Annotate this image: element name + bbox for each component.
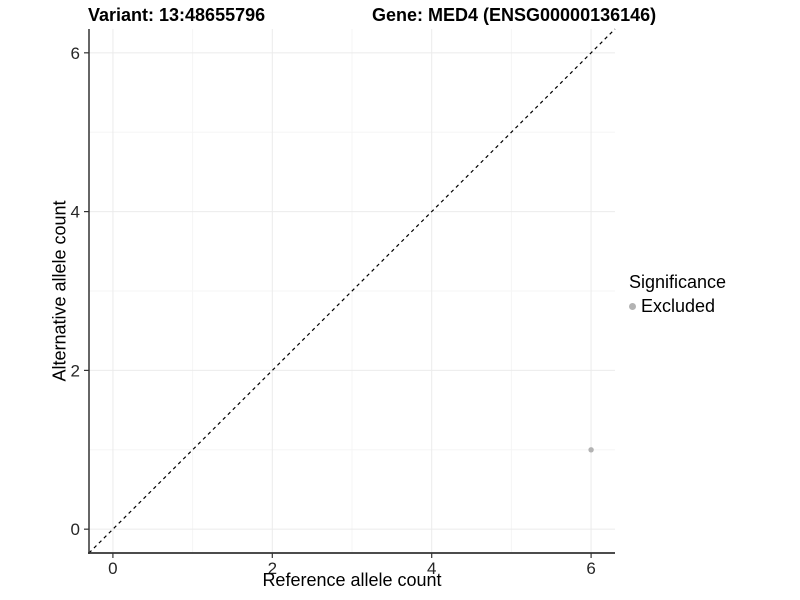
- identity-reference-line: [88, 28, 616, 554]
- x-tick-label: 2: [268, 559, 277, 578]
- y-tick-label: 4: [71, 203, 80, 222]
- x-axis-title: Reference allele count: [262, 570, 442, 590]
- gene-title: Gene: MED4 (ENSG00000136146): [372, 5, 657, 25]
- variant-title: Variant: 13:48655796: [88, 5, 266, 25]
- legend-title: Significance: [629, 272, 727, 292]
- y-tick-label: 0: [71, 520, 80, 539]
- excluded-point-swatch-icon: [629, 303, 636, 310]
- legend: Significance Excluded: [629, 272, 726, 317]
- x-tick-label: 4: [427, 559, 436, 578]
- y-tick-label: 6: [71, 44, 80, 63]
- y-tick-label: 2: [71, 361, 80, 380]
- legend-item-label: Excluded: [641, 296, 716, 316]
- x-tick-label: 6: [586, 559, 595, 578]
- data-point: [588, 447, 594, 453]
- legend-item-excluded: Excluded: [629, 296, 726, 317]
- x-tick-label: 0: [108, 559, 117, 578]
- y-axis-title: Alternative allele count: [49, 200, 70, 382]
